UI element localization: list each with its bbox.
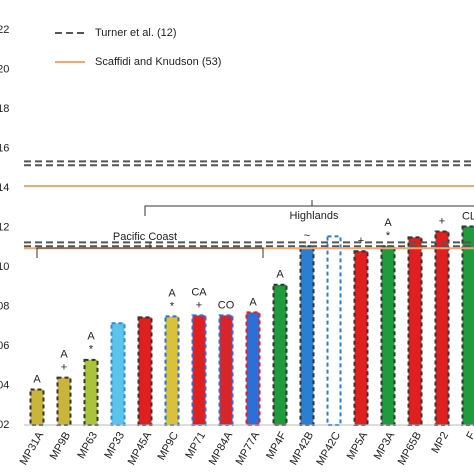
bar-annotation: *	[386, 230, 391, 242]
group-bracket	[36, 247, 264, 258]
y-tick-label: 706	[0, 340, 9, 352]
bar-annotation: +	[61, 362, 67, 374]
bar-annotation: +	[196, 299, 202, 311]
bar-annotation: A	[276, 269, 284, 281]
bar	[326, 235, 342, 426]
bar-annotation: ~	[304, 230, 310, 242]
bar	[164, 315, 180, 426]
bar-annotation: A	[249, 296, 257, 308]
bar	[29, 388, 45, 427]
x-tick-label: MP9C	[155, 430, 181, 463]
x-tick-label: MP77A	[234, 429, 263, 467]
bar-annotation: A	[384, 217, 392, 229]
legend-label: Turner et al. (12)	[95, 27, 177, 39]
bar	[137, 316, 153, 426]
x-tick-label: MP31A	[18, 429, 47, 467]
y-tick-label: 712	[0, 221, 9, 233]
x-tick-label: MP2	[429, 430, 451, 456]
bar	[299, 245, 315, 426]
bar-annotation: CO	[218, 299, 235, 311]
bar	[245, 311, 261, 426]
bar	[380, 245, 396, 426]
bar	[407, 236, 423, 426]
y-tick-label: 722	[0, 24, 9, 36]
x-tick-label: MP63	[75, 430, 100, 461]
bar	[434, 230, 450, 426]
x-tick-label: MP65B	[396, 430, 424, 467]
x-tick-label: MP42C	[314, 430, 343, 468]
x-tick-label: MP42B	[288, 430, 316, 467]
y-tick-label: 716	[0, 142, 9, 154]
y-tick-label: 720	[0, 63, 9, 75]
group-label: Highlands	[290, 210, 339, 222]
bar	[353, 250, 369, 426]
bar-annotation: CL	[462, 210, 474, 222]
bar-annotation: +	[358, 235, 364, 247]
bar-annotation: +	[439, 215, 445, 227]
group-label: Pacific Coast	[113, 231, 177, 243]
legend-label: Scaffidi and Knudson (53)	[95, 56, 221, 68]
bar-annotation: A	[168, 287, 176, 299]
x-tick-label: F	[464, 430, 474, 442]
x-tick-label: MP3A	[372, 429, 398, 462]
bar	[83, 358, 99, 427]
bar	[110, 322, 126, 427]
y-tick-label: 708	[0, 300, 9, 312]
x-tick-label: MP9B	[48, 430, 73, 462]
y-tick-label: 702	[0, 419, 9, 431]
bar	[56, 376, 72, 427]
y-tick-label: 704	[0, 379, 9, 391]
bar-annotation: CA	[191, 286, 207, 298]
x-tick-label: MP5A	[345, 429, 371, 462]
bar	[272, 283, 288, 426]
x-tick-label: MP84A	[207, 429, 236, 467]
x-tick-label: MP71	[183, 430, 208, 461]
bar-annotation: A	[87, 331, 95, 343]
y-tick-label: 714	[0, 182, 9, 194]
x-tick-label: MP4F	[264, 430, 289, 462]
y-tick-label: 710	[0, 261, 9, 273]
bar-annotation: A	[60, 349, 68, 361]
bar-annotation: *	[89, 344, 94, 356]
x-tick-label: MP45A	[126, 429, 155, 467]
y-tick-label: 718	[0, 103, 9, 115]
bar	[218, 314, 234, 427]
bar	[461, 225, 474, 426]
bar-annotation: A	[33, 373, 41, 385]
x-tick-label: MP33	[102, 430, 127, 461]
bar	[191, 314, 207, 427]
bar-annotation: *	[170, 300, 175, 312]
